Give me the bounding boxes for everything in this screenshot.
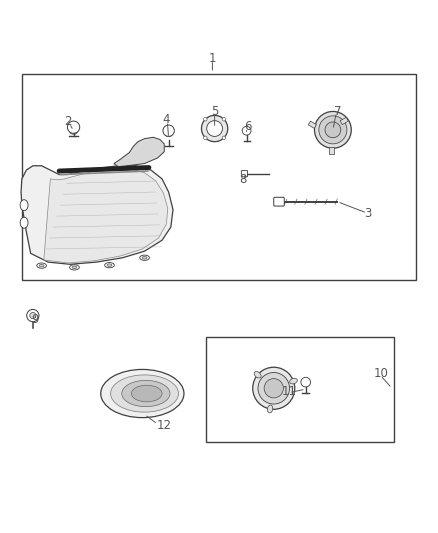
Ellipse shape bbox=[142, 256, 147, 259]
Text: 3: 3 bbox=[364, 207, 371, 221]
Circle shape bbox=[222, 136, 226, 140]
FancyBboxPatch shape bbox=[274, 197, 284, 206]
Ellipse shape bbox=[20, 217, 28, 228]
Ellipse shape bbox=[39, 264, 44, 267]
Ellipse shape bbox=[105, 263, 114, 268]
Ellipse shape bbox=[140, 255, 149, 260]
Circle shape bbox=[27, 310, 39, 322]
Ellipse shape bbox=[290, 378, 297, 384]
Circle shape bbox=[30, 312, 36, 319]
Circle shape bbox=[314, 111, 351, 148]
Ellipse shape bbox=[131, 385, 162, 402]
Ellipse shape bbox=[166, 134, 172, 136]
Text: 10: 10 bbox=[374, 367, 389, 381]
Ellipse shape bbox=[107, 264, 112, 266]
Text: 8: 8 bbox=[240, 173, 247, 186]
Circle shape bbox=[201, 115, 228, 142]
Bar bbox=[308, 121, 317, 128]
Circle shape bbox=[204, 117, 207, 121]
Ellipse shape bbox=[37, 263, 46, 268]
Circle shape bbox=[67, 121, 80, 133]
Bar bbox=[329, 147, 334, 154]
Ellipse shape bbox=[111, 375, 179, 412]
Circle shape bbox=[163, 125, 174, 136]
Polygon shape bbox=[44, 168, 168, 263]
Ellipse shape bbox=[254, 372, 261, 378]
Ellipse shape bbox=[70, 131, 77, 134]
Ellipse shape bbox=[20, 200, 28, 211]
Text: 12: 12 bbox=[157, 418, 172, 432]
Ellipse shape bbox=[122, 381, 170, 407]
Circle shape bbox=[253, 367, 295, 409]
Text: 6: 6 bbox=[244, 120, 251, 133]
Ellipse shape bbox=[70, 265, 79, 270]
Text: 11: 11 bbox=[282, 385, 297, 398]
Text: 9: 9 bbox=[31, 312, 39, 326]
Text: 1: 1 bbox=[208, 52, 216, 65]
Text: 4: 4 bbox=[162, 114, 170, 126]
Polygon shape bbox=[114, 138, 164, 167]
Ellipse shape bbox=[72, 266, 77, 269]
Bar bbox=[206, 336, 394, 442]
Text: 2: 2 bbox=[64, 116, 72, 128]
Text: 5: 5 bbox=[211, 104, 218, 117]
Bar bbox=[340, 117, 348, 125]
Circle shape bbox=[301, 377, 311, 387]
Circle shape bbox=[242, 126, 251, 135]
Polygon shape bbox=[21, 166, 173, 264]
Circle shape bbox=[319, 116, 347, 144]
FancyBboxPatch shape bbox=[241, 171, 247, 177]
Circle shape bbox=[222, 117, 226, 121]
Bar bbox=[22, 74, 416, 280]
Ellipse shape bbox=[268, 405, 273, 413]
Ellipse shape bbox=[101, 369, 184, 418]
Text: 7: 7 bbox=[333, 104, 341, 117]
Circle shape bbox=[204, 136, 207, 140]
Circle shape bbox=[258, 373, 290, 404]
Circle shape bbox=[325, 122, 341, 138]
Circle shape bbox=[207, 120, 223, 136]
Circle shape bbox=[264, 378, 283, 398]
